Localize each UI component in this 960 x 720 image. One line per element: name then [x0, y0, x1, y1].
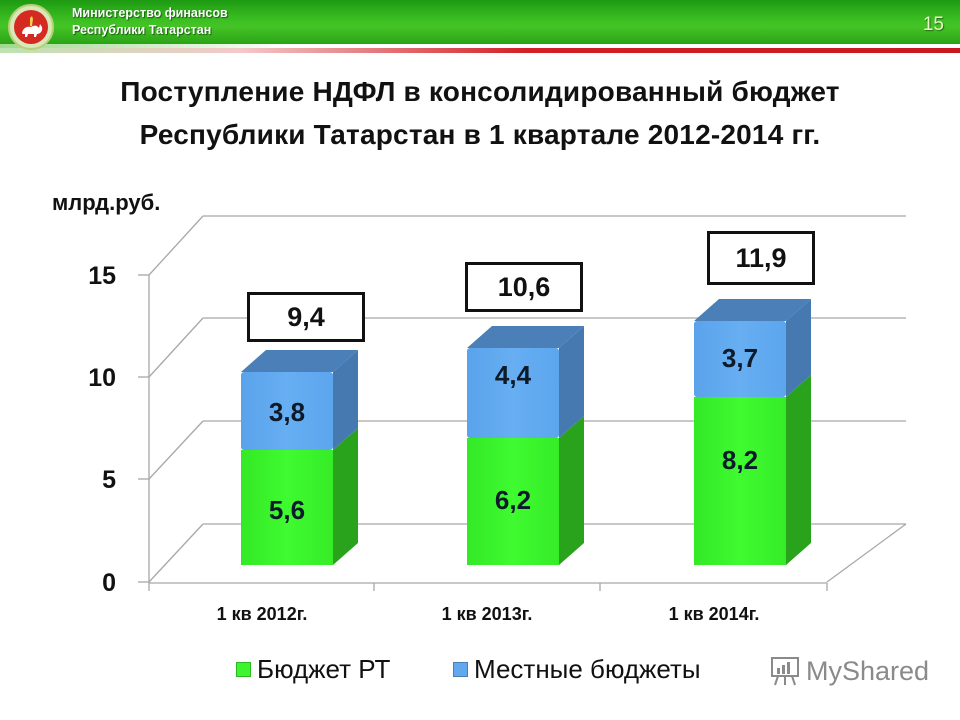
bar-2014-rt-label: 8,2 [721, 445, 759, 475]
y-tick-15: 15 [88, 262, 116, 290]
slide-title-line-2: Республики Татарстан в 1 квартале 2012-2… [139, 119, 821, 150]
legend-swatch-blue [453, 662, 468, 677]
bar-2014-total-box: 11,9 [707, 231, 815, 285]
ministry-name: Министерство финансов Республики Татарст… [72, 5, 228, 39]
bar-2013-local-label: 4,4 [494, 360, 532, 390]
header-bar [0, 0, 960, 53]
bar-2012-total-box: 9,4 [247, 292, 365, 342]
y-tick-10: 10 [88, 364, 116, 392]
legend-item-local-budgets: Местные бюджеты [453, 654, 701, 685]
bar-2013-total-box: 10,6 [465, 262, 583, 312]
bar-2014 [694, 299, 811, 565]
y-tick-0: 0 [102, 569, 116, 597]
legend-swatch-green [236, 662, 251, 677]
bar-2013-rt-label: 6,2 [494, 485, 532, 515]
header-red-stripe [0, 48, 960, 53]
legend-label-budget-rt: Бюджет РТ [257, 654, 391, 684]
bar-2012 [241, 350, 358, 565]
legend-item-budget-rt: Бюджет РТ [236, 654, 390, 685]
myshared-watermark: MyShared [768, 654, 929, 688]
legend-label-local-budgets: Местные бюджеты [474, 654, 701, 684]
y-tick-5: 5 [102, 466, 116, 494]
watermark-text: MyShared [806, 655, 930, 686]
presentation-board-icon [771, 657, 799, 686]
bar-2014-local-label: 3,7 [721, 343, 759, 373]
header-white-stripe [0, 44, 960, 48]
slide-title: Поступление НДФЛ в консолидированный бюд… [0, 70, 960, 156]
bar-2013 [467, 326, 584, 565]
bar-2012-local-label: 3,8 [268, 397, 306, 427]
x-tick-2012: 1 кв 2012г. [216, 604, 308, 624]
slide-title-line-1: Поступление НДФЛ в консолидированный бюд… [120, 76, 840, 107]
tatarstan-coat-of-arms-icon [8, 4, 54, 50]
ministry-line-2: Республики Татарстан [72, 23, 212, 37]
x-tick-2014: 1 кв 2014г. [668, 604, 760, 624]
ministry-line-1: Министерство финансов [72, 6, 228, 20]
x-tick-2013: 1 кв 2013г. [441, 604, 533, 624]
bar-2012-rt-label: 5,6 [268, 495, 306, 525]
y-axis-unit-label: млрд.руб. [52, 190, 161, 215]
page-number: 15 [922, 14, 944, 35]
